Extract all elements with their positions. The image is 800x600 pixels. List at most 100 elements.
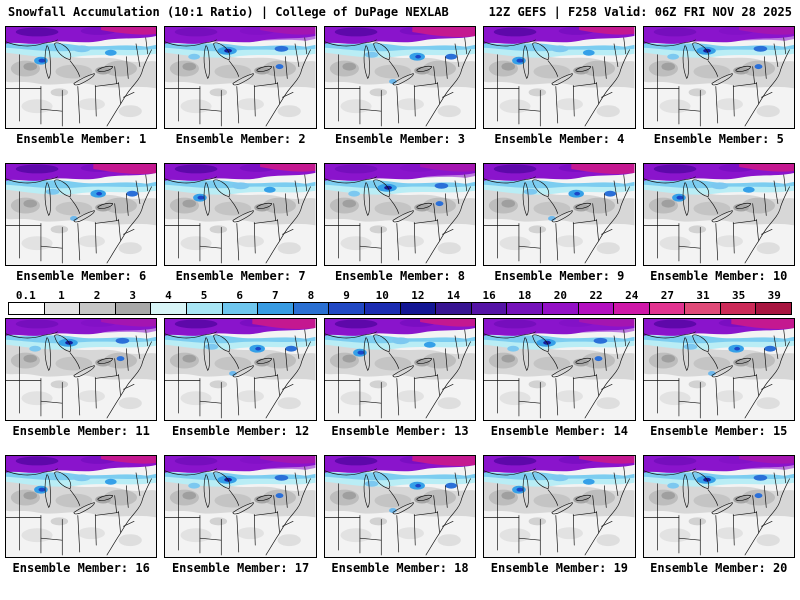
colorbar-segment: [541, 303, 578, 314]
ensemble-row-3: Ensemble Member: 11 Ensemble Member: 12 …: [0, 318, 800, 438]
ensemble-member-label: Ensemble Member: 19: [490, 561, 629, 575]
colorbar-tick: 9: [343, 289, 350, 302]
ensemble-member-label: Ensemble Member: 12: [171, 424, 310, 438]
colorbar-tick: 35: [732, 289, 746, 302]
ensemble-panel: Ensemble Member: 4: [483, 26, 636, 146]
colorbar-tick: 3: [129, 289, 137, 302]
ensemble-member-label: Ensemble Member: 7: [175, 269, 306, 283]
colorbar-tick: 8: [307, 289, 315, 302]
ensemble-panel: Ensemble Member: 17: [164, 455, 317, 575]
snowfall-map-member-17: [164, 455, 317, 558]
colorbar-segment: [684, 303, 720, 314]
snowfall-map-member-13: [323, 318, 477, 421]
colorbar-segment: [506, 303, 542, 314]
ensemble-row-2: Ensemble Member: 6 Ensemble Member: 7 En…: [0, 163, 800, 283]
colorbar-segment: [435, 303, 471, 314]
ensemble-panel: Ensemble Member: 14: [483, 318, 636, 438]
ensemble-member-label: Ensemble Member: 20: [650, 561, 788, 575]
colorbar-segment: [648, 303, 685, 314]
colorbar-tick: 10: [375, 289, 389, 302]
colorbar-segment: [470, 303, 507, 314]
snowfall-map-member-8: [323, 163, 477, 266]
run-valid-info: 12Z GEFS | F258 Valid: 06Z FRI NOV 28 20…: [488, 5, 792, 19]
colorbar-segment: [292, 303, 329, 314]
ensemble-panel: Ensemble Member: 16: [5, 455, 158, 575]
ensemble-member-label: Ensemble Member: 13: [331, 424, 469, 438]
colorbar-tick: 14: [446, 289, 461, 302]
ensemble-panel: Ensemble Member: 6: [5, 163, 158, 283]
snowfall-map-member-7: [164, 163, 317, 266]
ensemble-panel: Ensemble Member: 13: [323, 318, 477, 438]
colorbar-tick: 22: [589, 289, 603, 302]
colorbar-segment: [363, 303, 400, 314]
ensemble-member-label: Ensemble Member: 4: [494, 132, 625, 146]
ensemble-panel: Ensemble Member: 20: [642, 455, 795, 575]
ensemble-member-label: Ensemble Member: 18: [331, 561, 469, 575]
snowfall-map-member-5: [642, 26, 795, 129]
snowfall-map-member-15: [642, 318, 795, 421]
ensemble-row-1: Ensemble Member: 1 Ensemble Member: 2 En…: [0, 26, 800, 146]
snowfall-map-member-19: [483, 455, 636, 558]
ensemble-member-label: Ensemble Member: 16: [12, 561, 150, 575]
colorbar-segment: [79, 303, 115, 314]
colorbar-tick: 7: [271, 289, 279, 302]
colorbar-segment: [719, 303, 756, 314]
ensemble-member-label: Ensemble Member: 11: [12, 424, 150, 438]
ensemble-member-label: Ensemble Member: 15: [650, 424, 788, 438]
ensemble-panel: Ensemble Member: 3: [323, 26, 477, 146]
ensemble-panel: Ensemble Member: 1: [5, 26, 158, 146]
ensemble-member-label: Ensemble Member: 10: [650, 269, 788, 283]
colorbar-tick: 2: [93, 289, 101, 302]
colorbar-segment: [221, 303, 258, 314]
product-title: Snowfall Accumulation (10:1 Ratio) | Col…: [8, 5, 449, 19]
colorbar: 0.1 1 2 3 4 5 6 7 8 9 10 12 14 16 18 20 22 24 27 31 35 39: [8, 289, 792, 315]
snowfall-map-member-9: [483, 163, 636, 266]
ensemble-member-label: Ensemble Member: 3: [334, 132, 466, 146]
ensemble-member-label: Ensemble Member: 17: [171, 561, 310, 575]
colorbar-segment: [328, 303, 364, 314]
ensemble-panel: Ensemble Member: 11: [5, 318, 158, 438]
colorbar-segment: [43, 303, 80, 314]
colorbar-segment: [399, 303, 436, 314]
colorbar-tick: 24: [625, 289, 639, 302]
snowfall-map-member-10: [642, 163, 795, 266]
snowfall-map-member-20: [642, 455, 795, 558]
ensemble-row-4: Ensemble Member: 16 Ensemble Member: 17 …: [0, 455, 800, 575]
colorbar-segment: [9, 303, 44, 314]
ensemble-member-label: Ensemble Member: 6: [16, 269, 147, 283]
ensemble-panel: Ensemble Member: 10: [642, 163, 795, 283]
ensemble-panel: Ensemble Member: 8: [323, 163, 477, 283]
snowfall-map-member-6: [5, 163, 158, 266]
colorbar-tick: 16: [482, 289, 496, 302]
snowfall-map-member-16: [5, 455, 158, 558]
ensemble-panel: Ensemble Member: 12: [164, 318, 317, 438]
colorbar-segment: [577, 303, 614, 314]
colorbar-scale: [8, 302, 792, 315]
ensemble-member-label: Ensemble Member: 14: [490, 424, 629, 438]
colorbar-segment: [114, 303, 151, 314]
snowfall-map-member-4: [483, 26, 636, 129]
colorbar-tick: 0.1: [15, 289, 36, 302]
colorbar-tick: 12: [411, 289, 425, 302]
colorbar-tick: 18: [518, 289, 532, 302]
snowfall-map-member-2: [164, 26, 317, 129]
ensemble-member-label: Ensemble Member: 9: [494, 269, 625, 283]
colorbar-ticks: 0.1 1 2 3 4 5 6 7 8 9 10 12 14 16 18 20 22 24 27 31 35 39: [8, 289, 792, 302]
colorbar-segment: [150, 303, 186, 314]
ensemble-member-label: Ensemble Member: 2: [175, 132, 306, 146]
ensemble-panel: Ensemble Member: 19: [483, 455, 636, 575]
ensemble-member-label: Ensemble Member: 8: [334, 269, 466, 283]
ensemble-member-label: Ensemble Member: 1: [16, 132, 147, 146]
colorbar-tick: 5: [200, 289, 208, 302]
snowfall-map-member-12: [164, 318, 317, 421]
ensemble-panel: Ensemble Member: 9: [483, 163, 636, 283]
colorbar-tick: 39: [767, 289, 781, 302]
colorbar-tick: 27: [660, 289, 674, 302]
colorbar-segment: [257, 303, 293, 314]
snowfall-map-member-18: [323, 455, 477, 558]
snowfall-map-member-3: [323, 26, 477, 129]
snowfall-map-member-14: [483, 318, 636, 421]
colorbar-tick: 20: [553, 289, 568, 302]
colorbar-tick: 1: [58, 289, 65, 302]
ensemble-panel: Ensemble Member: 15: [642, 318, 795, 438]
